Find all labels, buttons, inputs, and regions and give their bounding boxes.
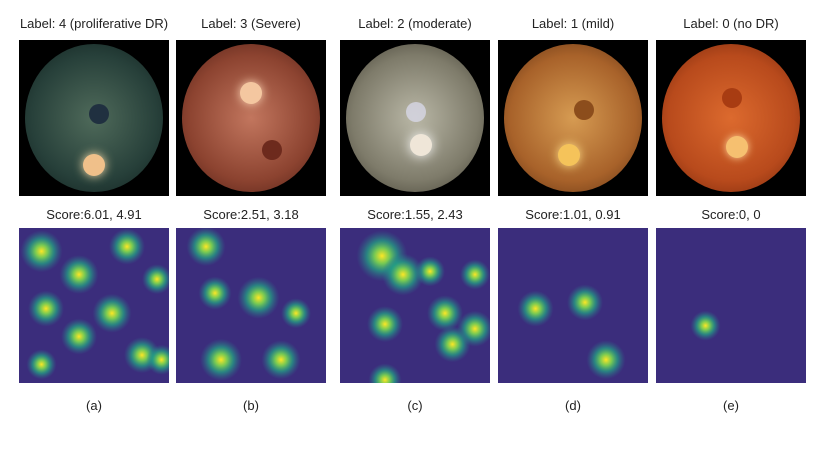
- heatmap-hotspot: [28, 290, 64, 327]
- fundus-image: [19, 40, 169, 196]
- fundus-image: [656, 40, 806, 196]
- optic-disc: [410, 134, 432, 156]
- heatmap: [19, 228, 169, 383]
- heatmap-hotspot: [142, 264, 169, 295]
- macula: [574, 100, 594, 120]
- fundus-image: [498, 40, 648, 196]
- heatmap: [498, 228, 648, 383]
- panel-a: Label: 4 (proliferative DR) Score:6.01, …: [19, 0, 169, 451]
- heatmap-hotspot: [690, 310, 721, 341]
- macula: [262, 140, 282, 160]
- panel-caption: (b): [243, 398, 259, 413]
- panel-d: Label: 1 (mild) Score:1.01, 0.91 (d): [498, 0, 648, 451]
- panel-score: Score:1.55, 2.43: [367, 207, 463, 222]
- optic-disc: [83, 154, 105, 176]
- heatmap-hotspot: [460, 259, 490, 290]
- retina-disc: [346, 44, 484, 192]
- heatmap-hotspot: [517, 290, 554, 327]
- heatmap-hotspot: [427, 295, 463, 332]
- heatmap-hotspot: [200, 338, 242, 381]
- heatmap-hotspot: [92, 293, 132, 333]
- heatmap: [656, 228, 806, 383]
- retina-disc: [25, 44, 163, 192]
- heatmap-hotspot: [20, 230, 63, 273]
- heatmap-hotspot: [26, 349, 57, 380]
- panel-caption: (d): [565, 398, 581, 413]
- panel-label: Label: 1 (mild): [531, 16, 615, 31]
- panel-label: Label: 3 (Severe): [201, 16, 301, 31]
- optic-disc: [558, 144, 580, 166]
- panel-score: Score:6.01, 4.91: [46, 207, 142, 222]
- heatmap-hotspot: [261, 340, 301, 380]
- macula: [406, 102, 426, 122]
- heatmap-background: [656, 228, 806, 383]
- heatmap-hotspot: [61, 318, 97, 355]
- macula: [89, 104, 109, 124]
- heatmap-hotspot: [186, 228, 226, 267]
- panel-score: Score:1.01, 0.91: [525, 207, 621, 222]
- heatmap-hotspot: [198, 276, 232, 310]
- heatmap: [176, 228, 326, 383]
- retina-disc: [504, 44, 642, 192]
- heatmap-hotspot: [237, 276, 280, 319]
- panel-score: Score:0, 0: [701, 207, 761, 222]
- panel-e: Label: 0 (no DR) Score:0, 0 (e): [656, 0, 806, 451]
- panel-caption: (c): [407, 398, 423, 413]
- heatmap-hotspot: [367, 306, 403, 343]
- panel-label: Label: 2 (moderate): [358, 16, 472, 31]
- heatmap-hotspot: [382, 253, 424, 296]
- optic-disc: [240, 82, 262, 104]
- heatmap-hotspot: [109, 228, 145, 265]
- heatmap-hotspot: [586, 340, 626, 380]
- heatmap: [340, 228, 490, 383]
- fundus-image: [176, 40, 326, 196]
- panel-caption: (a): [86, 398, 102, 413]
- fundus-image: [340, 40, 490, 196]
- heatmap-hotspot: [434, 326, 471, 363]
- heatmap-hotspot: [368, 363, 402, 383]
- panel-caption: (e): [723, 398, 739, 413]
- heatmap-hotspot: [281, 298, 311, 329]
- heatmap-hotspot: [59, 255, 99, 294]
- heatmap-hotspot: [567, 284, 603, 321]
- panel-label: Label: 4 (proliferative DR): [19, 16, 169, 31]
- panel-label: Label: 0 (no DR): [683, 16, 779, 31]
- optic-disc: [726, 136, 748, 158]
- retina-disc: [662, 44, 800, 192]
- panel-b: Label: 3 (Severe) Score:2.51, 3.18 (b): [176, 0, 326, 451]
- panel-c: Label: 2 (moderate) Score:1.55, 2.43 (c): [340, 0, 490, 451]
- retina-disc: [182, 44, 320, 192]
- heatmap-hotspot: [146, 344, 169, 375]
- macula: [722, 88, 742, 108]
- panel-score: Score:2.51, 3.18: [203, 207, 299, 222]
